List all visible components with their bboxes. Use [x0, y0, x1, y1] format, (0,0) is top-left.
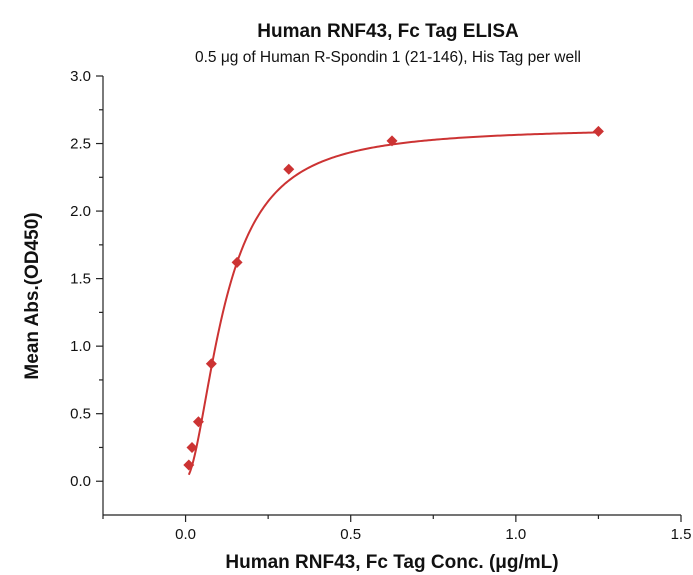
fit-curve: [187, 131, 599, 476]
y-tick-label: 3.0: [70, 68, 91, 85]
x-axis-label: Human RNF43, Fc Tag Conc. (μg/mL): [225, 552, 558, 573]
y-tick-label: 2.0: [70, 203, 91, 220]
data-point: [192, 416, 204, 428]
data-point: [183, 459, 195, 471]
x-tick-label: 0.0: [175, 526, 196, 543]
data-point: [205, 358, 217, 370]
y-tick-label: 1.5: [70, 271, 91, 288]
chart-title: Human RNF43, Fc Tag ELISA: [257, 21, 519, 42]
y-tick-label: 1.0: [70, 338, 91, 355]
x-tick-label: 1.0: [505, 526, 526, 543]
data-point: [231, 256, 243, 268]
data-point: [186, 441, 198, 453]
x-axis-ticks: 0.0 0.5 1.0 1.5: [102, 515, 692, 543]
y-tick-label: 0.0: [70, 473, 91, 490]
x-tick-label: 0.5: [340, 526, 361, 543]
data-point: [386, 135, 398, 147]
chart-subtitle: 0.5 μg of Human R-Spondin 1 (21-146), Hi…: [195, 49, 581, 66]
y-axis-ticks: 0.0 0.5 1.0 1.5 2.0 2.5 3.0: [70, 68, 103, 490]
x-tick-label: 1.5: [671, 526, 692, 543]
data-point: [592, 125, 604, 137]
y-tick-label: 2.5: [70, 136, 91, 153]
y-axis-label: Mean Abs.(OD450): [22, 212, 43, 379]
data-points: [183, 125, 604, 471]
y-tick-label: 0.5: [70, 406, 91, 423]
data-point: [283, 163, 295, 175]
